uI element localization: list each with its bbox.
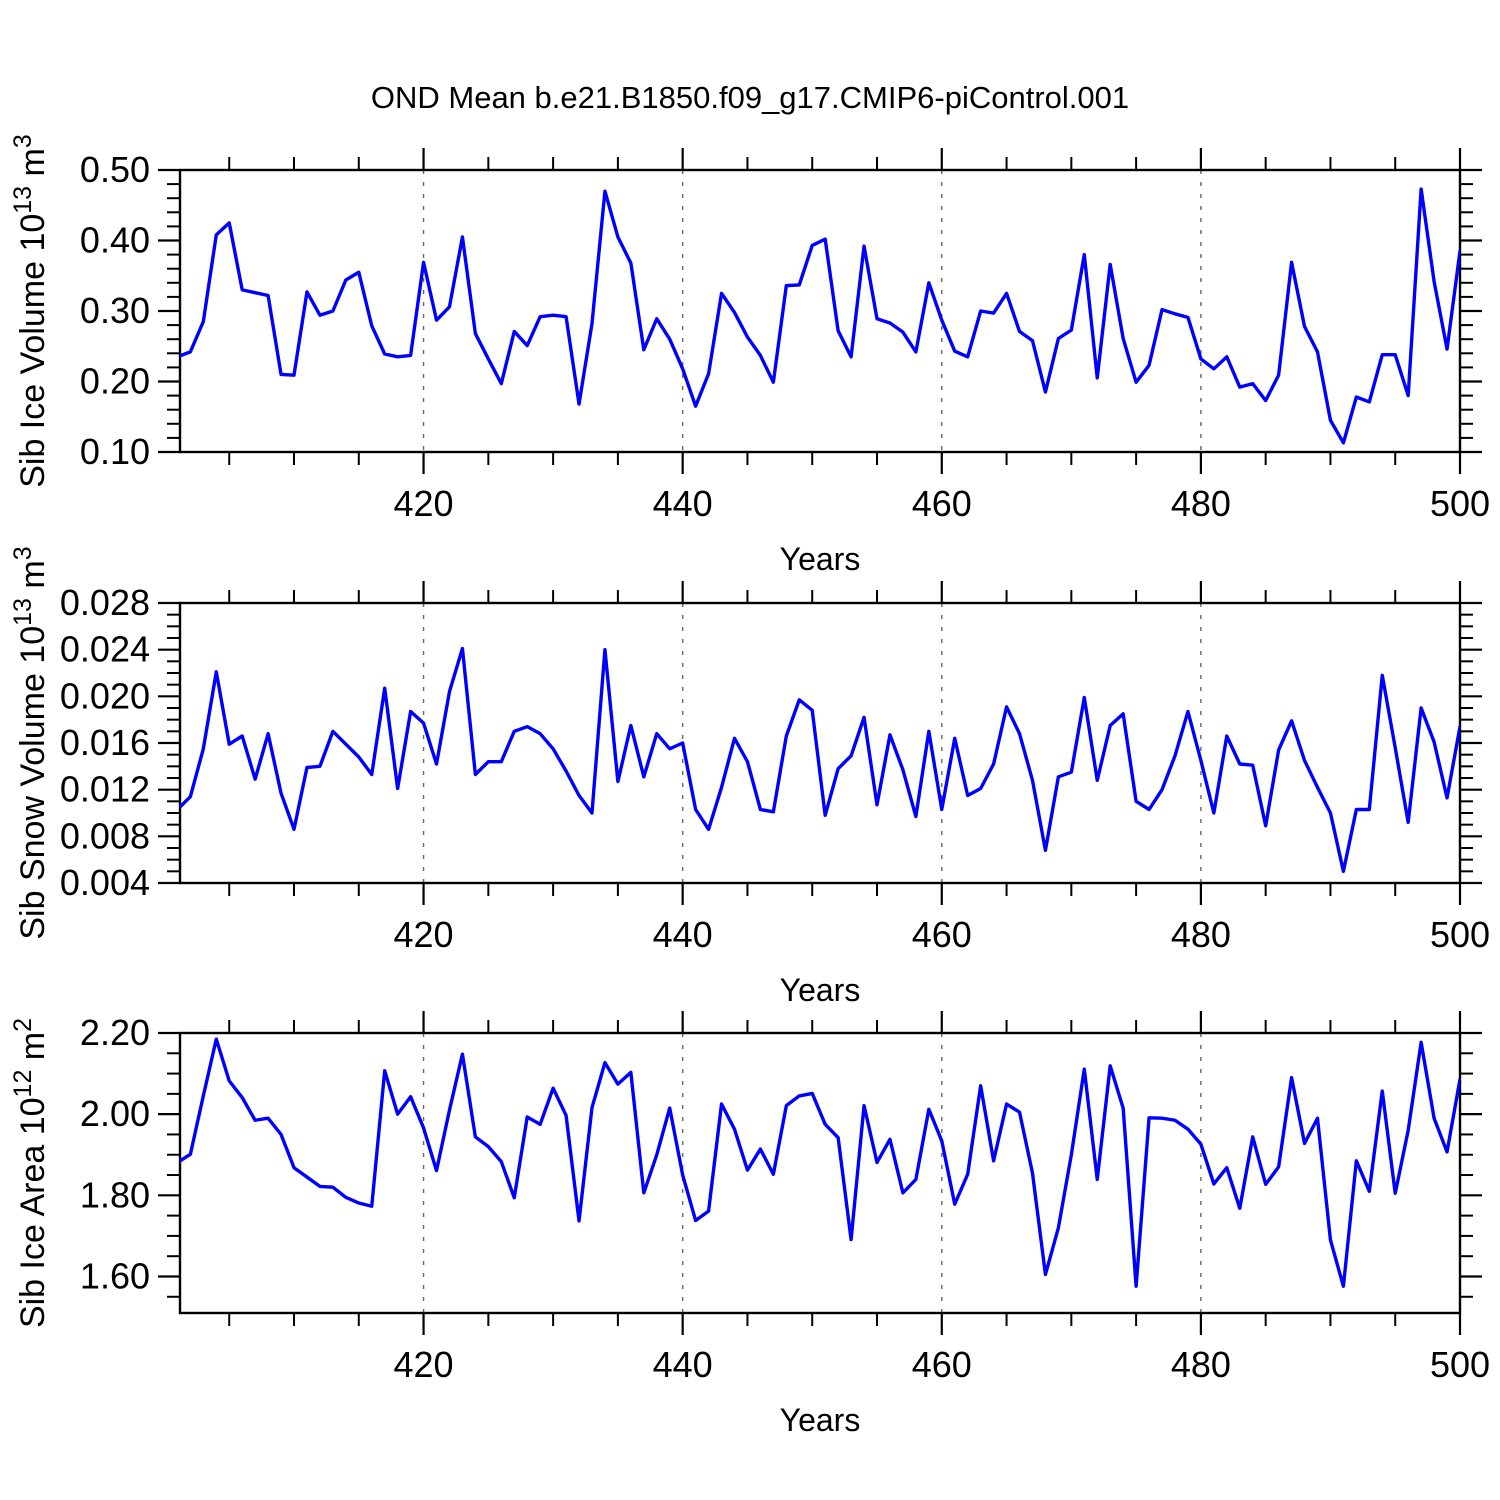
sib-ice-volume-series-line (180, 187, 1460, 445)
x-tick-label: 420 (394, 1344, 454, 1385)
y-axis-title-sib-ice-area: Sib Ice Area 1012 m2 (9, 1018, 52, 1328)
y-tick-label: 0.028 (60, 582, 150, 623)
y-axis-title-sib-snow-volume: Sib Snow Volume 1013 m3 (9, 546, 52, 939)
y-tick-label: 0.004 (60, 862, 150, 903)
x-tick-label: 480 (1171, 483, 1231, 524)
axis-ticks (158, 148, 1482, 474)
y-tick-label: 0.30 (80, 290, 150, 331)
x-tick-label: 440 (653, 1344, 713, 1385)
x-tick-label: 480 (1171, 1344, 1231, 1385)
x-tick-label: 460 (912, 914, 972, 955)
axis-ticks (158, 581, 1482, 905)
axis-ticks (158, 1011, 1482, 1335)
x-tick-label: 460 (912, 1344, 972, 1385)
y-tick-label: 0.012 (60, 769, 150, 810)
panel-sib-ice-area: 1.60 1.80 2.00 2.20 420 440 460 480 500 Years Sib … (9, 1011, 1490, 1438)
y-tick-label: 1.60 (80, 1255, 150, 1296)
panel-sib-ice-volume: 0.10 0.20 0.30 0.40 0.50 420 440 460 480 500 Years… (9, 134, 1490, 577)
y-tick-label: 2.00 (80, 1093, 150, 1134)
y-tick-label: 0.016 (60, 722, 150, 763)
y-tick-label: 0.50 (80, 149, 150, 190)
y-axis-title-sib-ice-volume: Sib Ice Volume 1013 m3 (9, 134, 52, 488)
x-tick-label: 500 (1430, 1344, 1490, 1385)
y-tick-label: 2.20 (80, 1012, 150, 1053)
sib-snow-volume-series-line (180, 646, 1460, 874)
y-tick-label: 0.024 (60, 629, 150, 670)
plot-frame (178, 601, 1462, 885)
x-tick-label: 460 (912, 483, 972, 524)
y-tick-label: 1.80 (80, 1174, 150, 1215)
y-tick-label: 0.008 (60, 815, 150, 856)
plot-frame (178, 1031, 1462, 1315)
panel-sib-snow-volume: 0.004 0.008 0.012 0.016 0.020 0.024 0.028 420 44… (9, 546, 1490, 1008)
y-tick-label: 0.40 (80, 220, 150, 261)
x-axis-title-sib-ice-area: Years (780, 1402, 861, 1438)
x-axis-title-sib-ice-volume: Years (780, 541, 861, 577)
x-tick-label: 500 (1430, 483, 1490, 524)
y-tick-label: 0.20 (80, 361, 150, 402)
x-tick-label: 440 (653, 914, 713, 955)
y-tick-label: 0.10 (80, 431, 150, 472)
x-axis-title-sib-snow-volume: Years (780, 972, 861, 1008)
x-tick-label: 440 (653, 483, 713, 524)
x-tick-label: 480 (1171, 914, 1231, 955)
plot-frame (178, 168, 1462, 454)
x-tick-label: 420 (394, 914, 454, 955)
x-tick-label: 500 (1430, 914, 1490, 955)
chart-title: OND Mean b.e21.B1850.f09_g17.CMIP6-piCon… (370, 80, 1130, 115)
y-tick-label: 0.020 (60, 675, 150, 716)
sib-ice-area-series-line (180, 1037, 1460, 1288)
x-tick-label: 420 (394, 483, 454, 524)
